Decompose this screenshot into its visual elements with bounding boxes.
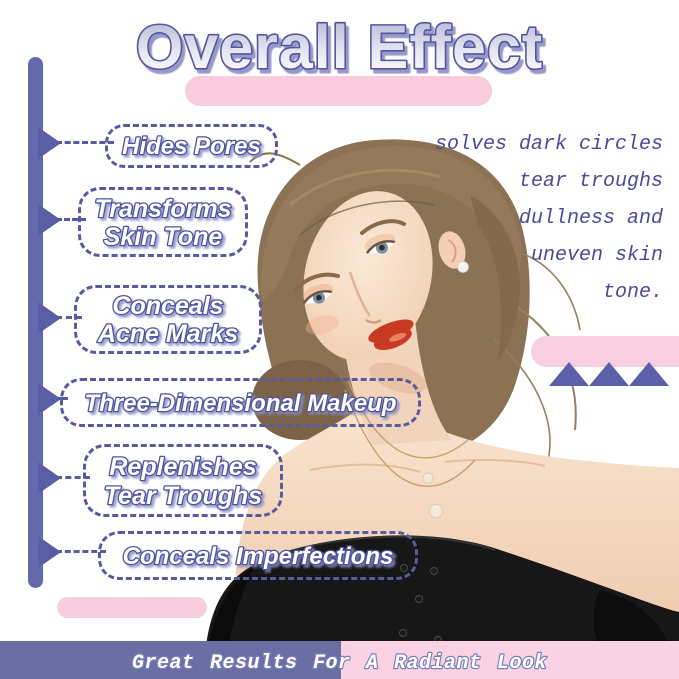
benefit-label: Transforms (94, 195, 231, 223)
dashed-connector (56, 218, 86, 221)
ear (438, 231, 466, 269)
dashed-connector (56, 476, 90, 479)
dashed-connector (56, 141, 114, 144)
shoulders (235, 400, 679, 625)
footer-tagline-text: Great Results For A Radiant Look (132, 652, 548, 675)
pearl-necklace (344, 379, 476, 518)
footer-purple-band (0, 641, 341, 679)
note-line: solves dark circles (434, 133, 663, 156)
dashed-connector (56, 550, 106, 553)
benefit-capsule-conceals-imperfections: Conceals Imperfections (98, 531, 418, 580)
benefit-label: Hides Pores (122, 133, 261, 160)
benefit-label: Conceals Imperfections (123, 543, 394, 570)
benefit-label: Acne Marks (97, 320, 238, 348)
note-line: tone. (602, 281, 663, 304)
benefit-capsule-transforms-skin-tone: Transforms Skin Tone (78, 187, 248, 257)
hair-fringe (261, 145, 522, 360)
decor-pink-bar (531, 336, 679, 367)
lips (368, 319, 414, 351)
benefit-capsule-hides-pores: Hides Pores (105, 124, 278, 168)
page-title-text: Overall Effect (136, 13, 543, 81)
left-eye (365, 240, 396, 254)
footer-pink-band (341, 641, 679, 679)
note-line: dullness and (518, 207, 663, 230)
note-line: tear troughs (518, 170, 663, 193)
benefit-capsule-replenishes-tear-troughs: Replenishes Tear Troughs (83, 444, 283, 517)
benefit-label: Skin Tone (104, 223, 223, 251)
right-eye (302, 290, 333, 304)
page-title: Overall Effect (134, 11, 543, 82)
benefit-label: Three-Dimensional Makeup (84, 390, 396, 417)
footer-tagline: Great Results For A Radiant Look (131, 651, 548, 676)
benefit-capsule-three-dimensional-makeup: Three-Dimensional Makeup (60, 378, 421, 427)
pearl-earring (457, 261, 469, 273)
benefit-capsule-conceals-acne-marks: Conceals Acne Marks (74, 285, 262, 354)
benefit-label: Tear Troughs (104, 482, 262, 510)
timeline-rail (28, 57, 43, 588)
dashed-connector (56, 316, 82, 319)
benefit-label: Replenishes (109, 453, 256, 481)
decor-pink-pill (57, 597, 207, 618)
note-line: uneven skin (530, 244, 663, 267)
benefit-note: solves dark circles tear troughs dullnes… (363, 126, 663, 311)
face (294, 191, 433, 361)
title-underline-bar (185, 76, 492, 106)
benefit-label: Conceals (112, 292, 223, 320)
